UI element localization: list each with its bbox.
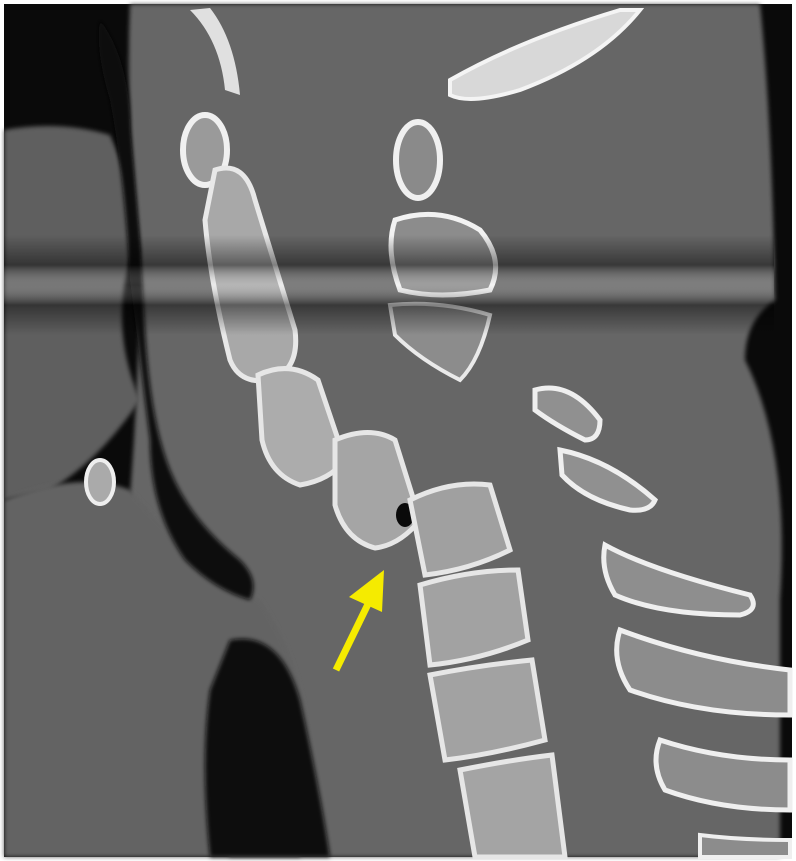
c5-spinous [601, 541, 756, 618]
clivus [190, 8, 240, 95]
c7-spinous [653, 736, 793, 813]
airway-lower [205, 638, 330, 857]
c7-body [427, 657, 548, 763]
hyoid [84, 458, 116, 506]
t1-spinous [698, 832, 792, 859]
arrow-shaft [332, 598, 374, 672]
arrow-head [349, 570, 384, 612]
c5-body [407, 481, 514, 578]
airway [98, 20, 254, 600]
c6-body [417, 567, 531, 668]
artifact-band [4, 235, 774, 335]
c3-body [255, 366, 348, 488]
c3-spinous [532, 385, 603, 443]
c4-spinous [557, 446, 658, 513]
occiput [448, 8, 645, 101]
posterior-arch [393, 119, 443, 201]
t1-body [457, 752, 568, 860]
c6-spinous [614, 626, 793, 718]
